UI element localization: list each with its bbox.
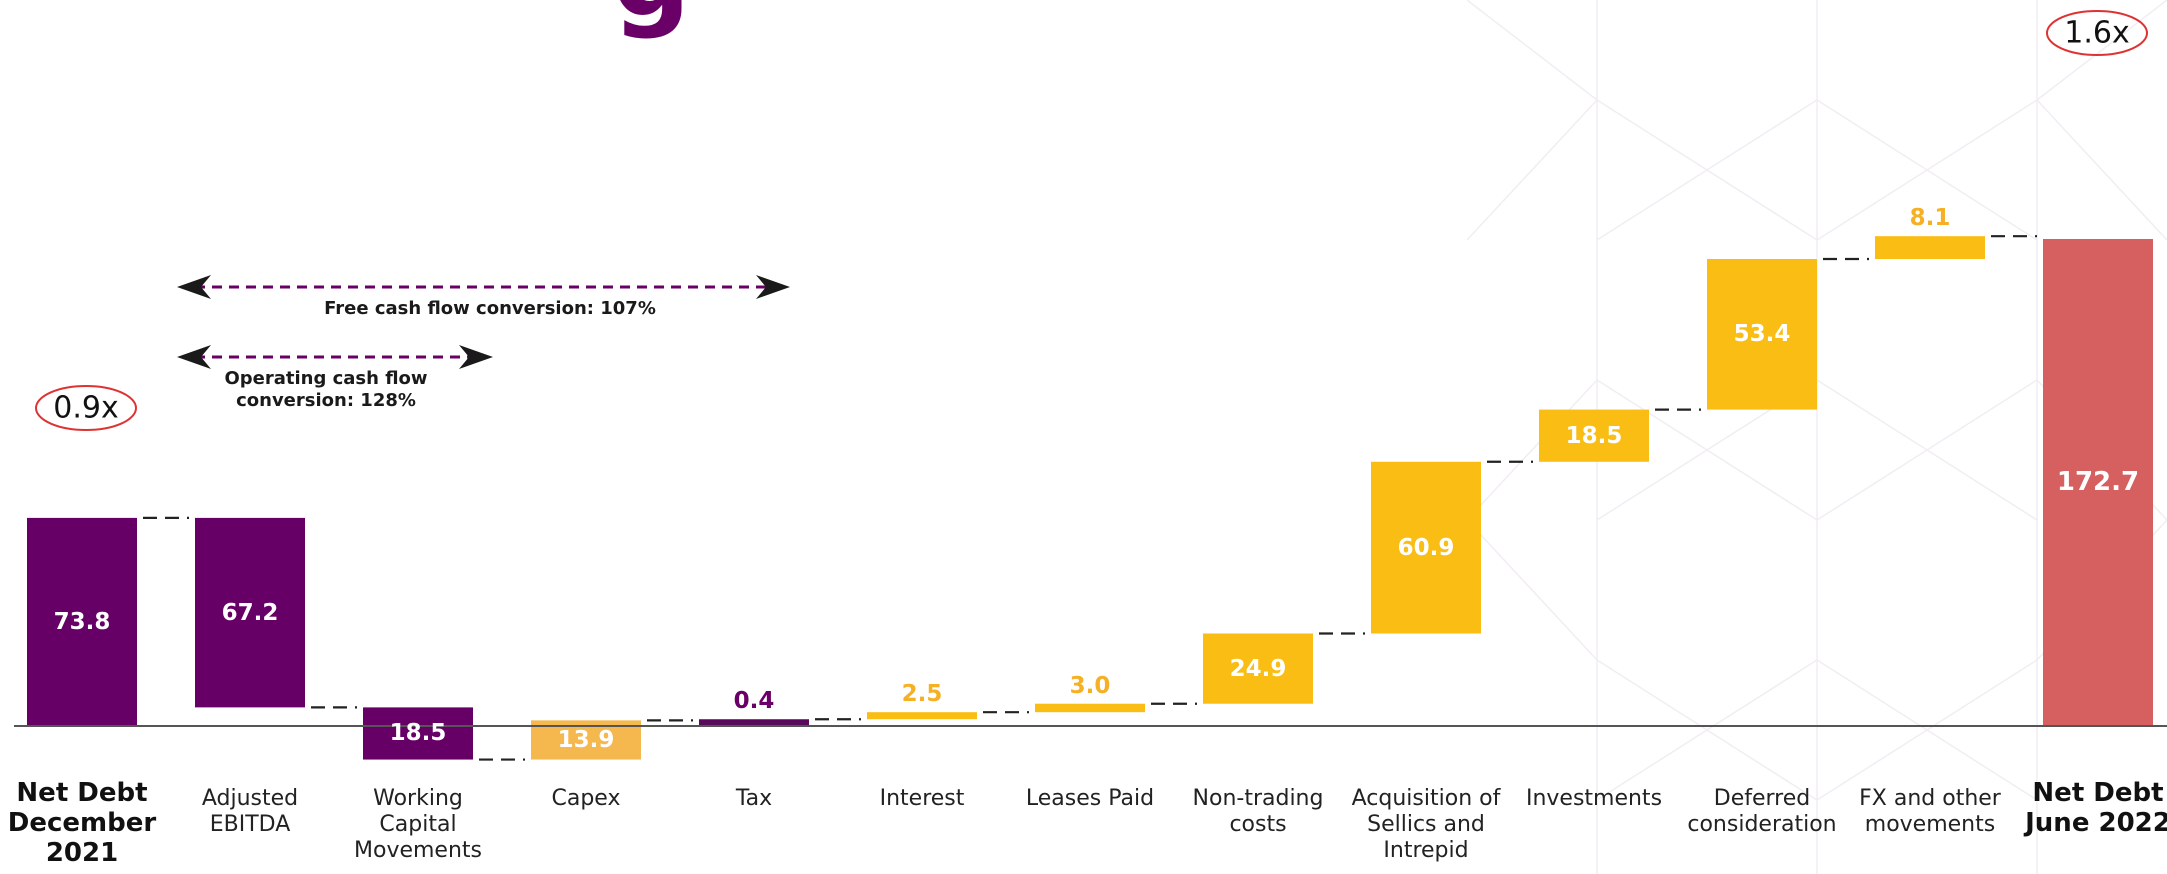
category-label: Non-trading costs	[1192, 786, 1324, 837]
bar-8	[1371, 461, 1481, 634]
bar-value-label: 0.4	[733, 688, 775, 715]
bar-6	[1035, 703, 1145, 713]
bar-0	[27, 517, 137, 726]
multiple-ellipse	[35, 385, 137, 431]
page-title-fragment: g	[612, 0, 691, 32]
bar-value-label: 18.5	[1565, 422, 1623, 449]
category-label: Working Capital Movements	[354, 786, 482, 863]
operating-cash-flow-annotation: Operating cash flow conversion: 128%	[224, 368, 428, 411]
category-label: Tax	[735, 786, 773, 811]
bar-value-label: 3.0	[1069, 672, 1111, 699]
category-label: Net Debt December 2021	[7, 778, 157, 868]
bar-value-label: 67.2	[221, 599, 279, 626]
category-label: Adjusted EBITDA	[201, 786, 299, 837]
bar-2	[363, 707, 473, 760]
category-label: Acquisition of Sellics and Intrepid	[1351, 786, 1501, 863]
bar-value-label: 2.5	[901, 681, 943, 708]
bar-value-label: 73.8	[53, 608, 111, 635]
bar-value-label: 53.4	[1733, 321, 1791, 348]
category-label: Net Debt June 2022	[2025, 778, 2167, 838]
category-label: FX and other movements	[1859, 786, 2001, 837]
leverage-multiple: 1.6x	[2064, 15, 2130, 51]
multiple-ellipse	[2046, 10, 2148, 56]
bar-7	[1203, 633, 1313, 704]
bar-value-label: 13.9	[557, 726, 615, 753]
bar-value-label: 172.7	[2056, 467, 2140, 498]
leverage-multiple: 0.9x	[53, 390, 119, 426]
bar-12	[2043, 238, 2153, 726]
category-label: Deferred consideration	[1687, 786, 1837, 837]
free-cash-flow-annotation: Free cash flow conversion: 107%	[324, 298, 656, 319]
category-label: Leases Paid	[1025, 786, 1155, 811]
bar-4	[699, 719, 809, 726]
category-label: Capex	[551, 786, 621, 811]
bar-1	[195, 517, 305, 708]
bar-value-label: 60.9	[1397, 534, 1455, 561]
bar-11	[1875, 236, 1985, 260]
bar-9	[1539, 409, 1649, 462]
bar-value-label: 24.9	[1229, 655, 1287, 682]
bar-value-label: 18.5	[389, 720, 447, 747]
category-label: Investments	[1525, 786, 1663, 811]
category-label: Interest	[879, 786, 965, 811]
bar-value-label: 8.1	[1909, 205, 1951, 232]
free-cash-flow-arrow	[177, 275, 790, 299]
background-pattern	[1467, 0, 2167, 874]
bar-10	[1707, 259, 1817, 410]
operating-cash-flow-arrow	[177, 345, 493, 369]
bar-5	[867, 712, 977, 720]
